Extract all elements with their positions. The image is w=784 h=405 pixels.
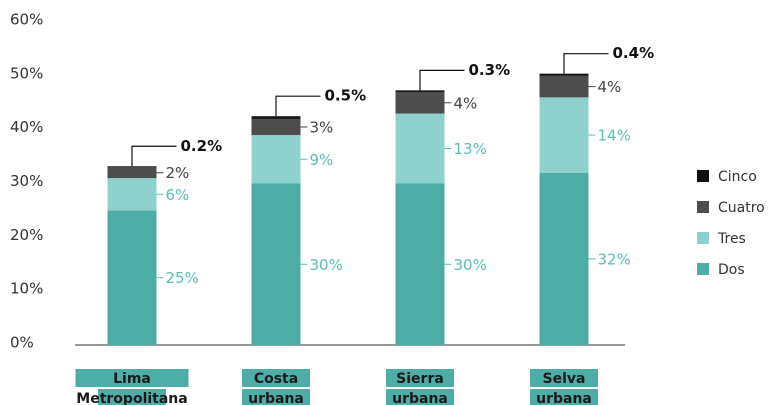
bar-segment <box>107 167 157 179</box>
value-label: 0.4% <box>613 44 655 62</box>
leader-line <box>131 145 177 167</box>
x-tick-label: Sierra <box>396 371 444 387</box>
bar-segment <box>251 116 301 119</box>
legend-swatch <box>697 201 709 213</box>
y-tick-label: 60% <box>10 11 43 29</box>
leader-line <box>563 53 609 74</box>
value-label: 4% <box>454 94 478 112</box>
value-label: 9% <box>310 151 334 169</box>
value-label: 3% <box>310 118 334 136</box>
bar-segment <box>539 172 589 345</box>
category-label-bg <box>242 389 310 405</box>
x-tick-label: urbana <box>392 391 448 405</box>
category-label-bg <box>242 369 310 387</box>
value-label: 0.2% <box>181 137 223 155</box>
x-tick-label: Selva <box>543 371 586 387</box>
category-label-bg <box>75 369 189 387</box>
bar-segment <box>539 73 589 76</box>
category-label-bg <box>530 369 598 387</box>
legend-swatch <box>697 232 709 244</box>
x-tick-label: Costa <box>254 371 298 387</box>
category-label-bg <box>386 389 454 405</box>
legend-label: Tres <box>717 231 746 247</box>
bar-segment <box>251 183 301 345</box>
bar-segment <box>395 183 445 345</box>
legend-label: Cinco <box>718 169 757 185</box>
value-label: 0.5% <box>325 87 367 105</box>
bar-segment <box>395 91 445 114</box>
legend-label: Dos <box>718 262 745 278</box>
value-label: 6% <box>166 186 190 204</box>
category-label-bg <box>386 369 454 387</box>
y-tick-label: 30% <box>10 172 43 190</box>
category-label-bg <box>530 389 598 405</box>
x-tick-label: urbana <box>536 391 592 405</box>
x-tick-label: Metropolitana <box>76 391 187 405</box>
value-label: 30% <box>454 256 487 274</box>
legend-swatch <box>697 170 709 182</box>
bar-segment <box>539 75 589 98</box>
value-label: 4% <box>598 78 622 96</box>
legend-label: Cuatro <box>718 200 765 216</box>
bar-segment <box>107 210 157 345</box>
x-tick-label: urbana <box>248 391 304 405</box>
value-label: 2% <box>166 164 190 182</box>
y-tick-label: 0% <box>10 334 34 352</box>
bar-segment <box>107 166 157 168</box>
leader-line <box>275 95 321 117</box>
bar-segment <box>107 178 157 211</box>
leader-line <box>419 69 465 91</box>
bar-segment <box>539 97 589 173</box>
value-label: 14% <box>598 127 631 145</box>
category-label-bg <box>98 389 166 405</box>
y-tick-label: 20% <box>10 226 43 244</box>
value-label: 13% <box>454 140 487 158</box>
bar-segment <box>395 113 445 184</box>
y-tick-label: 10% <box>10 280 43 298</box>
value-label: 30% <box>310 256 343 274</box>
value-label: 25% <box>166 269 199 287</box>
legend-swatch <box>697 263 709 275</box>
bar-segment <box>251 118 301 136</box>
y-tick-label: 40% <box>10 118 43 136</box>
value-label: 0.3% <box>469 61 511 79</box>
bar-segment <box>251 135 301 184</box>
value-label: 32% <box>598 250 631 268</box>
y-tick-label: 50% <box>10 64 43 82</box>
x-tick-label: Lima <box>113 371 151 387</box>
bar-segment <box>395 90 445 92</box>
